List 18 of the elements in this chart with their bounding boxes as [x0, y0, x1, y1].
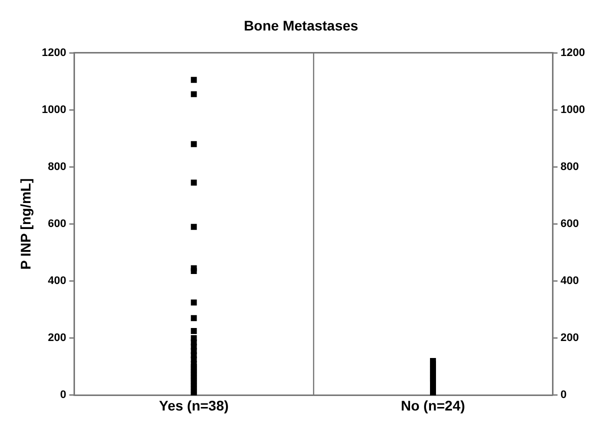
- x-tick-label: No (n=24): [400, 397, 466, 414]
- y-tick-label: 200: [48, 332, 66, 344]
- y-tick-label: 600: [48, 218, 66, 230]
- x-tick-label: Yes (n=38): [159, 397, 229, 414]
- y2-tick-label: 400: [560, 275, 579, 288]
- y2-tick-label: 800: [560, 160, 579, 173]
- y2-tick-label: 1200: [560, 46, 586, 59]
- chart-title: Bone Metastases: [244, 17, 358, 34]
- y-tick-label: 400: [48, 275, 66, 288]
- y-axis-title: P INP [ng/mL]: [17, 178, 34, 270]
- y-tick-label: 800: [48, 160, 66, 173]
- y-tick-label: 0: [60, 389, 66, 402]
- y2-tick-label: 600: [560, 218, 579, 230]
- y2-tick-label: 1000: [560, 104, 586, 116]
- y-tick-label: 1000: [42, 104, 66, 116]
- y-tick-label: 1200: [42, 46, 66, 59]
- y2-tick-label: 0: [560, 389, 567, 402]
- y2-tick-label: 200: [560, 332, 579, 344]
